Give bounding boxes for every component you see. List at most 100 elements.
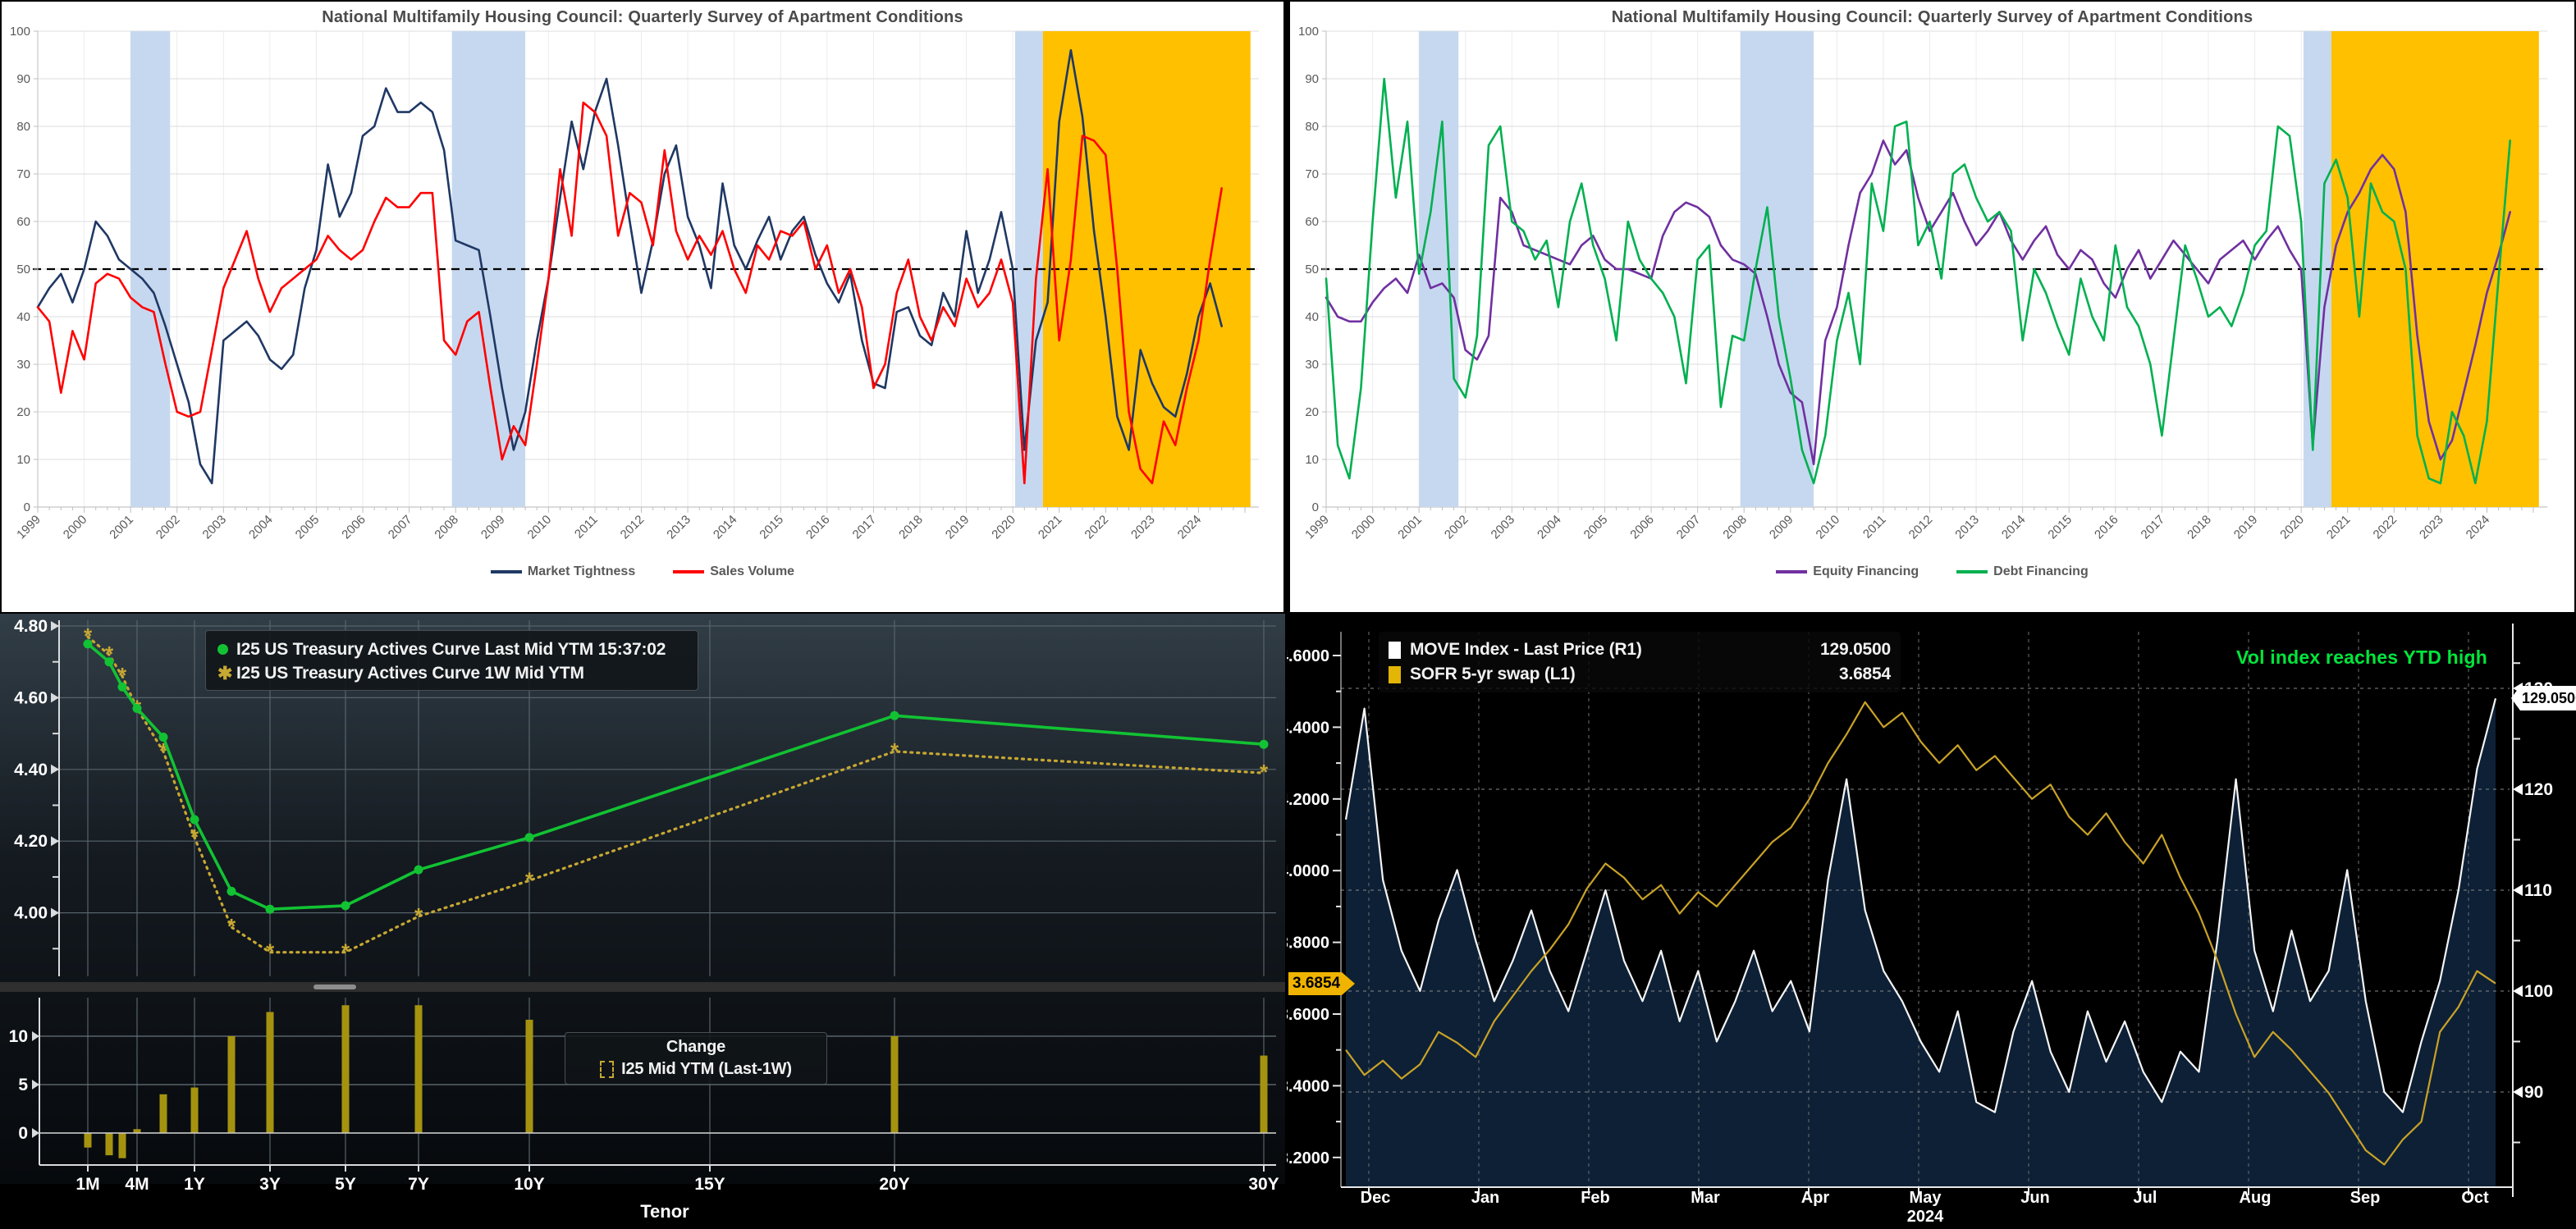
svg-text:*: *	[525, 867, 534, 892]
svg-text:2011: 2011	[1860, 513, 1889, 541]
move-sofr-legend[interactable]: MOVE Index - Last Price (R1) 129.0500 SO…	[1379, 632, 1901, 692]
svg-text:2004: 2004	[246, 513, 276, 542]
svg-text:*: *	[227, 914, 236, 939]
x-axis-year: 2024	[1906, 1208, 1944, 1226]
change-bar-10Y	[525, 1019, 533, 1133]
highlight-2020-2024	[1042, 31, 1251, 507]
change-legend[interactable]: Change I25 Mid YTM (Last-1W)	[565, 1032, 827, 1085]
nmhc-market-line-market-tightness	[36, 48, 1223, 485]
svg-text:2019: 2019	[943, 513, 972, 542]
svg-text:*: *	[105, 642, 114, 666]
move-sofr-panel: 4.6000 4.4000 4.2000 4.0000 3.8000 3.6000 3.40…	[1287, 614, 2576, 1229]
splitter-handle[interactable]	[313, 985, 356, 989]
svg-text:100: 100	[2524, 982, 2553, 1001]
svg-text:2017: 2017	[850, 513, 880, 542]
green-dot-icon	[217, 644, 228, 655]
svg-text:2018: 2018	[2185, 513, 2214, 542]
equity-financing-swatch	[1776, 570, 1808, 573]
svg-text:2005: 2005	[1581, 513, 1611, 542]
svg-text:50: 50	[1305, 263, 1319, 276]
nmhc-financing-legend: Equity Financing Debt Financing	[1290, 564, 2574, 579]
curve-1w-line	[86, 635, 1265, 954]
nmhc-financing-title: National Multifamily Housing Council: Qu…	[1611, 8, 2253, 26]
debt-financing-label: Debt Financing	[1993, 564, 2089, 578]
sales-volume-label: Sales Volume	[710, 564, 795, 578]
svg-text:*: *	[1260, 760, 1269, 784]
svg-text:15Y: 15Y	[694, 1175, 725, 1194]
sofr-swatch	[1389, 665, 1401, 683]
change-bar-7Y	[414, 1005, 423, 1133]
svg-text:30: 30	[16, 358, 30, 372]
svg-text:3Y: 3Y	[259, 1175, 281, 1194]
prev-curve-label: I25 US Treasury Actives Curve 1W Mid YTM	[236, 664, 584, 683]
legend-item-market-tightness: Market Tightness	[490, 564, 636, 579]
svg-text:0: 0	[1312, 500, 1319, 514]
svg-text:2003: 2003	[1489, 513, 1518, 542]
svg-text:0: 0	[18, 1124, 28, 1143]
move-sofr-chart[interactable]: 4.6000 4.4000 4.2000 4.0000 3.8000 3.6000 3.40…	[1287, 614, 2576, 1229]
svg-text:4.4000: 4.4000	[1287, 719, 1329, 737]
svg-text:4.80: 4.80	[14, 617, 48, 636]
svg-text:5Y: 5Y	[335, 1175, 356, 1194]
svg-text:80: 80	[1305, 120, 1319, 134]
svg-text:30: 30	[1305, 358, 1319, 372]
svg-text:10: 10	[1305, 453, 1319, 467]
treasury-curve-legend[interactable]: I25 US Treasury Actives Curve Last Mid Y…	[205, 630, 698, 691]
change-legend-row: I25 Mid YTM (Last-1W)	[572, 1060, 820, 1079]
sofr-line	[1345, 701, 2496, 1166]
svg-text:90: 90	[1305, 72, 1319, 86]
svg-text:1Y: 1Y	[184, 1175, 205, 1194]
svg-text:4.0000: 4.0000	[1287, 862, 1329, 880]
equity-financing-label: Equity Financing	[1813, 564, 1919, 578]
change-bar-2Y	[227, 1036, 236, 1133]
nmhc-market-legend: Market Tightness Sales Volume	[2, 564, 1283, 579]
svg-text:4.60: 4.60	[14, 688, 48, 707]
svg-text:*: *	[84, 624, 93, 648]
treasury-curve-chart[interactable]: 4.804.604.404.204.00*************05101M4…	[0, 614, 1285, 1229]
svg-text:4.00: 4.00	[14, 904, 48, 923]
svg-text:2013: 2013	[664, 513, 693, 542]
nmhc-market-title: National Multifamily Housing Council: Qu…	[322, 8, 963, 26]
svg-text:Jul: Jul	[2134, 1189, 2157, 1207]
treasury-curve-panel: 4.804.604.404.204.00*************05101M4…	[0, 614, 1285, 1229]
legend-item-sales-volume: Sales Volume	[673, 564, 794, 579]
market-tightness-label: Market Tightness	[527, 564, 636, 578]
svg-text:3.6000: 3.6000	[1287, 1006, 1329, 1024]
move-swatch	[1389, 641, 1401, 659]
svg-text:2004: 2004	[1535, 513, 1564, 542]
svg-text:2021: 2021	[2324, 513, 2354, 542]
dotted-box-icon	[600, 1061, 615, 1078]
svg-text:2024: 2024	[2464, 513, 2493, 542]
change-bar-1M	[84, 1133, 92, 1148]
svg-text:*: *	[118, 663, 127, 688]
nmhc-financing-panel: 0 10 20 30 40 50 60 70 80 90 100 1999 2000 2001 2002 20…	[1290, 2, 2574, 612]
svg-text:2012: 2012	[1906, 513, 1936, 542]
highlight-2020-2024	[2331, 31, 2539, 507]
svg-text:120: 120	[2524, 780, 2553, 799]
svg-text:2016: 2016	[2092, 513, 2121, 542]
move-line	[1344, 698, 2497, 1113]
legend-row-sofr: SOFR 5-yr swap (L1) 3.6854	[1389, 662, 1891, 687]
svg-text:2013: 2013	[1952, 513, 1982, 542]
svg-text:2017: 2017	[2139, 513, 2168, 542]
svg-text:3.8000: 3.8000	[1287, 934, 1329, 953]
sales-volume-swatch	[673, 570, 705, 573]
svg-text:2002: 2002	[153, 513, 183, 542]
svg-text:4.6000: 4.6000	[1287, 647, 1329, 665]
svg-text:2014: 2014	[711, 513, 740, 542]
svg-text:2019: 2019	[2231, 513, 2261, 542]
nmhc-market-panel: 0 10 20 30 40 50 60 70 80 90 100 1999 2000 2001 2002 20…	[2, 2, 1283, 612]
svg-text:4.20: 4.20	[14, 832, 48, 851]
svg-text:2010: 2010	[525, 513, 555, 542]
svg-text:2011: 2011	[572, 513, 601, 541]
svg-text:*: *	[890, 738, 899, 763]
change-bar-1Y	[190, 1087, 199, 1133]
change-bar-3Y	[266, 1012, 274, 1133]
svg-text:20: 20	[16, 405, 30, 419]
svg-text:2000: 2000	[61, 513, 90, 542]
nmhc-market-x-axis: 1999 2000 2001 2002 2003 2004 2005 2006 2007 2008…	[14, 507, 1246, 542]
svg-text:2009: 2009	[1767, 513, 1796, 542]
nmhc-financing-bands	[1419, 31, 2539, 507]
svg-text:3.2000: 3.2000	[1287, 1149, 1329, 1167]
